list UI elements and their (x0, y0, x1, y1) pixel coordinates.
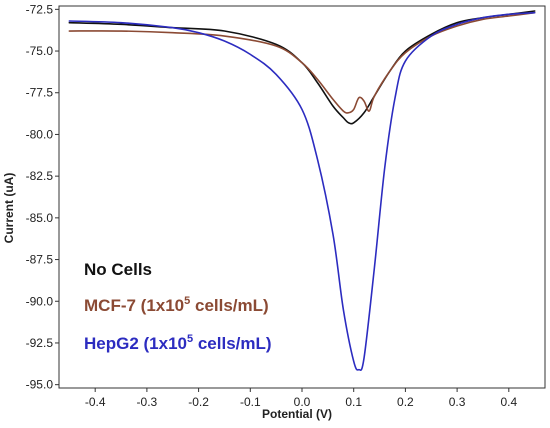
y-tick-label: -87.5 (26, 253, 54, 267)
series-line-no-cells (68, 10, 536, 125)
y-tick-label: -72.5 (26, 2, 54, 16)
y-axis-label: Current (uA) (2, 173, 16, 244)
x-axis-label: Potential (V) (262, 407, 332, 421)
series-line-mcf-7 (68, 11, 536, 114)
y-tick-label: -92.5 (26, 336, 54, 350)
axes: -0.4 -0.3 -0.2 -0.1 0.0 0.1 0.2 0.3 0.4 -72.5 -75.… (26, 2, 546, 409)
x-tick-label: -0.2 (188, 395, 209, 409)
x-tick-label: -0.4 (85, 395, 106, 409)
legend-label-no-cells: No Cells (84, 260, 152, 279)
y-tick-label: -80.0 (26, 127, 54, 141)
x-tick-label: 0.0 (294, 395, 311, 409)
series-line-hepg2 (68, 11, 536, 371)
y-tick-label: -85.0 (26, 211, 54, 225)
series-lines (68, 10, 536, 371)
y-tick-label: -77.5 (26, 86, 54, 100)
y-tick-label: -95.0 (26, 378, 54, 392)
legend-label-mcf7: MCF-7 (1x105 cells/mL) (84, 295, 269, 315)
y-tick-label: -82.5 (26, 169, 54, 183)
x-tick-label: -0.3 (137, 395, 158, 409)
legend-label-hepg2: HepG2 (1x105 cells/mL) (84, 333, 272, 353)
y-tick-label: -90.0 (26, 294, 54, 308)
x-tick-label: 0.4 (500, 395, 517, 409)
x-tick-label: -0.1 (240, 395, 261, 409)
legend: No Cells MCF-7 (1x105 cells/mL) HepG2 (1… (84, 260, 272, 353)
x-tick-label: 0.1 (345, 395, 362, 409)
x-tick-label: 0.3 (449, 395, 466, 409)
y-tick-label: -75.0 (26, 44, 54, 58)
x-tick-label: 0.2 (397, 395, 414, 409)
